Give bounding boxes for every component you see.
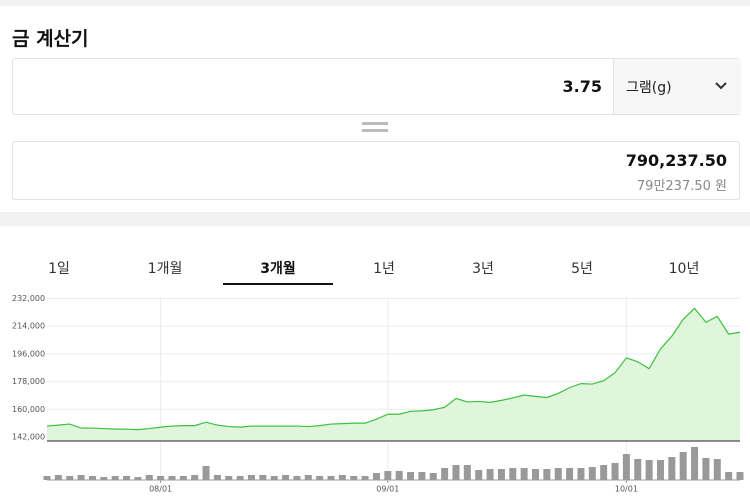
volume-bar <box>213 475 221 480</box>
volume-bar <box>338 475 346 480</box>
tabs: 1일 1개월 3개월 1년 3년 5년 10년 <box>0 250 750 286</box>
volume-bar <box>679 452 687 480</box>
tab[interactable]: 10년 <box>668 261 700 277</box>
volume-bar <box>259 475 267 480</box>
tab[interactable]: 3년 <box>472 261 494 277</box>
separator <box>0 212 750 226</box>
volume-bar <box>236 476 244 480</box>
input-box[interactable]: 3.75 그램(g) <box>12 58 741 115</box>
unit-select[interactable]: 그램(g) <box>613 59 741 114</box>
x-tick-label: 10/01 <box>615 485 638 494</box>
volume-bar <box>111 476 119 480</box>
tab[interactable]: 1개월 <box>147 261 183 277</box>
volume-bar <box>134 477 142 480</box>
volume-bar <box>736 472 744 480</box>
volume-bar <box>634 459 642 480</box>
volume-bar <box>702 458 710 480</box>
volume-bar <box>407 472 415 480</box>
volume-bar <box>588 467 596 480</box>
volume-bar <box>384 471 392 480</box>
volume-bar <box>327 476 335 480</box>
volume-bar <box>43 476 51 480</box>
volume-bar <box>532 469 540 480</box>
volume-bar <box>316 476 324 480</box>
volume-bar <box>361 476 369 480</box>
volume-bar <box>611 463 619 480</box>
volume-bar <box>486 469 494 480</box>
y-tick-label: 214,000 <box>12 322 45 331</box>
volume-bar <box>88 476 96 480</box>
volume-bar <box>566 468 574 480</box>
volume-bar <box>509 468 517 480</box>
volume-bar <box>66 476 74 480</box>
tab[interactable]: 1년 <box>373 261 395 277</box>
volume-bar <box>350 476 358 480</box>
top-band <box>0 0 750 6</box>
volume-bar <box>191 475 199 480</box>
volume-bar <box>225 476 233 480</box>
tab[interactable]: 1일 <box>48 261 70 277</box>
volume-bar <box>77 475 85 480</box>
volume-bar <box>713 459 721 480</box>
volume-bar <box>282 475 290 480</box>
tab[interactable]: 3개월 <box>223 258 333 285</box>
volume-bar <box>656 460 664 480</box>
result-box: 790,237.50 79만237.50 원 <box>12 141 740 200</box>
area <box>47 308 740 441</box>
volume-bar <box>168 476 176 480</box>
volume-bar <box>304 475 312 480</box>
amount[interactable]: 3.75 <box>562 77 602 96</box>
volume-bar <box>463 465 471 480</box>
volume-bar <box>157 476 165 480</box>
volume-bar <box>645 460 653 480</box>
volume-bar <box>179 476 187 480</box>
volume-bar <box>520 468 528 480</box>
line <box>46 307 741 431</box>
volume-bar <box>145 475 153 480</box>
volume-bar <box>622 454 630 480</box>
volume-bar <box>691 447 699 480</box>
volume-bar <box>543 469 551 480</box>
y-tick-label: 178,000 <box>12 377 45 386</box>
y-tick-label: 196,000 <box>12 349 45 358</box>
volume-bar <box>600 465 608 480</box>
result-value: 790,237.50 <box>625 151 727 170</box>
volume-bar <box>668 457 676 480</box>
volume-bar <box>554 468 562 480</box>
volume-bar <box>293 476 301 480</box>
volume-bar <box>441 468 449 480</box>
volume-bar <box>475 470 483 480</box>
y-tick-label: 232,000 <box>12 294 45 303</box>
volume-bar <box>202 466 210 480</box>
x-tick-label: 09/01 <box>376 485 399 494</box>
x-tick-label: 08/01 <box>149 485 172 494</box>
volume-bar <box>123 476 131 480</box>
volume-bar <box>429 473 437 480</box>
volume-bar <box>418 472 426 480</box>
y-tick-label: 142,000 <box>12 433 45 442</box>
volume-bar <box>247 475 255 480</box>
volume-bar <box>725 472 733 480</box>
volume-bar <box>270 476 278 480</box>
y-tick-label: 160,000 <box>12 405 45 414</box>
volume-bar <box>100 477 108 480</box>
volume-bar <box>54 475 62 480</box>
volume-bar <box>372 473 380 480</box>
unit: 그램(g) <box>626 80 672 96</box>
volume-bar <box>452 465 460 480</box>
volume-bar <box>497 469 505 480</box>
result-korean: 79만237.50 원 <box>636 179 727 194</box>
title: 금 계산기 <box>12 28 89 50</box>
chevron <box>715 82 727 90</box>
equals-icon <box>362 122 388 132</box>
chart: 142,000 160,000 178,000 196,000 214,000 232,0… <box>12 294 744 494</box>
volume-bar <box>395 471 403 480</box>
volume-bar <box>577 468 585 480</box>
tab[interactable]: 5년 <box>571 261 593 277</box>
